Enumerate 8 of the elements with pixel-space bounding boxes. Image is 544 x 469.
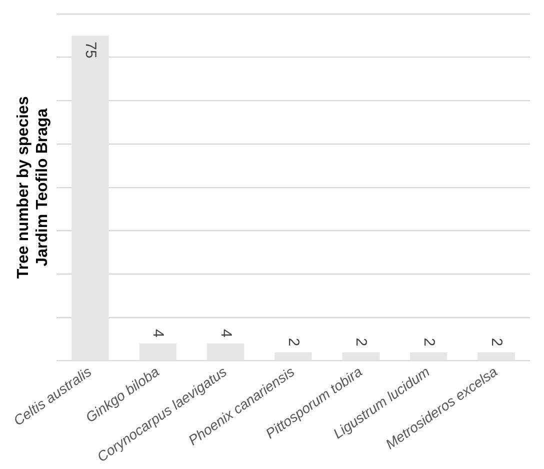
data-label: 75 bbox=[82, 42, 100, 58]
data-label: 4 bbox=[217, 329, 234, 338]
data-label: 4 bbox=[150, 329, 167, 338]
data-label: 2 bbox=[420, 338, 438, 346]
data-label: 2 bbox=[352, 338, 370, 346]
y-axis-title: Tree number by species Jardim Teofilo Braga bbox=[15, 96, 52, 279]
data-label: 2 bbox=[488, 338, 506, 346]
data-label: 2 bbox=[285, 338, 302, 346]
